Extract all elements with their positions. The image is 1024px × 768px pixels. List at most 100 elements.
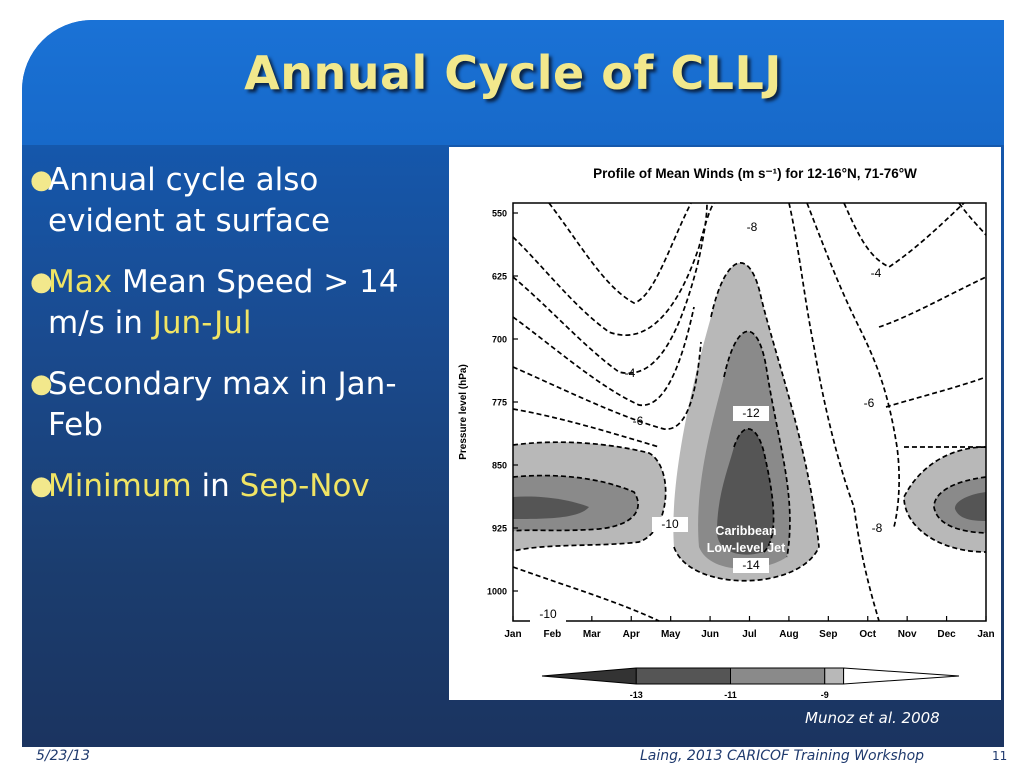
bullet-text: Secondary max in Jan-Feb [48, 366, 397, 443]
bullet-item: ● Annual cycle also evident at surface [30, 160, 430, 242]
shaded-region-dark [717, 428, 774, 555]
title-band [22, 20, 1004, 145]
annotation-text: Caribbean [715, 524, 776, 538]
x-tick-label: Oct [859, 629, 876, 640]
contour-line [512, 408, 660, 448]
contour-line [512, 306, 695, 406]
contour-line [885, 376, 987, 408]
x-tick-label: Jul [742, 629, 757, 640]
bullet-text: Mean Speed > 14 m/s in [48, 264, 399, 341]
colorbar-label: -9 [821, 690, 829, 700]
bullet-text: in [191, 468, 240, 504]
colorbar-label: -11 [724, 690, 737, 700]
contour-line [788, 202, 880, 622]
contour-label: -4 [625, 366, 636, 380]
y-tick-label: 925 [492, 524, 507, 534]
contour-line [512, 202, 708, 375]
citation: Munoz et al. 2008 [805, 709, 940, 727]
bullet-item: ● Minimum in Sep-Nov [30, 466, 430, 507]
x-tick-label: Jan [504, 629, 521, 640]
footer-page-number: 11 [992, 749, 1008, 763]
x-tick-label: Jun [701, 629, 719, 640]
shaded-region-dark [513, 496, 589, 519]
bullet-highlight-text: Jun-Jul [152, 305, 252, 341]
colorbar-segment [730, 667, 826, 685]
bullet-dot-icon: ● [30, 369, 53, 399]
contour-label: -6 [633, 414, 644, 428]
bullet-item: ● Max Mean Speed > 14 m/s in Jun-Jul [30, 262, 430, 344]
colorbar-segment [824, 667, 845, 685]
contour-line [958, 202, 987, 236]
contour-label-box [530, 607, 566, 622]
bullet-list: ● Annual cycle also evident at surface ● Ma… [30, 160, 430, 527]
contour-label: -10 [661, 517, 679, 531]
contour-label: -12 [742, 406, 760, 420]
contour-line [548, 202, 692, 304]
y-tick-label: 775 [492, 398, 507, 408]
colorbar: -13 -11 -9 [541, 667, 960, 700]
y-tick-label: 550 [492, 209, 507, 219]
contour-line [673, 546, 820, 582]
x-tick-label: Apr [623, 629, 640, 640]
bullet-text: Annual cycle also evident at surface [48, 162, 331, 239]
contour-line [512, 474, 639, 532]
chart-title: Profile of Mean Winds (m s⁻¹) for 12-16°… [593, 166, 917, 181]
contour-line [710, 262, 820, 548]
y-tick-label: 1000 [487, 587, 507, 597]
footer-date: 5/23/13 [36, 748, 90, 764]
contour-line [903, 446, 987, 553]
contour-line [843, 202, 965, 268]
contour-lines [512, 202, 987, 622]
y-axis-label: Pressure level (hPa) [458, 364, 469, 460]
wind-profile-figure: Profile of Mean Winds (m s⁻¹) for 12-16°… [449, 147, 1001, 700]
y-tick-label: 700 [492, 335, 507, 345]
x-tick-label: Nov [898, 629, 917, 640]
bullet-dot-icon: ● [30, 267, 53, 297]
contour-labels: -4 -4 -6 -6 -8 -8 -10 -10 -12 -14 [530, 220, 883, 622]
contour-line [512, 202, 715, 336]
y-tick-label: 625 [492, 272, 507, 282]
bullet-highlight-text: Max [48, 264, 113, 300]
x-tick-label: Jan [977, 629, 994, 640]
contour-line [933, 476, 987, 534]
bullet-dot-icon: ● [30, 471, 53, 501]
bullet-dot-icon: ● [30, 165, 53, 195]
colorbar-segment [635, 667, 731, 685]
x-tick-label: Dec [937, 629, 956, 640]
contour-line [512, 441, 667, 552]
contour-line [723, 330, 791, 558]
x-tick-label: May [661, 629, 681, 640]
contour-label: -14 [742, 558, 760, 572]
bullet-highlight-text: Sep-Nov [239, 468, 370, 504]
contour-label-box [733, 406, 769, 421]
contour-chart: Profile of Mean Winds (m s⁻¹) for 12-16°… [458, 166, 995, 700]
contour-line [512, 566, 660, 622]
x-tick-label: Mar [583, 629, 601, 640]
contour-label-box [652, 517, 688, 532]
contour-line [878, 276, 987, 328]
x-tick-label: Sep [819, 629, 837, 640]
colorbar-segment [541, 667, 637, 685]
shaded-region-dark [954, 492, 986, 521]
contour-line [512, 341, 702, 430]
x-tick-label: Aug [779, 629, 798, 640]
bullet-item: ● Secondary max in Jan-Feb [30, 364, 430, 446]
contour-label: -8 [747, 220, 758, 234]
contour-line [733, 428, 775, 553]
contour-label: -10 [539, 607, 557, 621]
y-tick-label: 850 [492, 461, 507, 471]
x-tick-label: Feb [544, 629, 562, 640]
annotations: Caribbean Low-level Jet [707, 524, 786, 555]
contour-label: -8 [872, 521, 883, 535]
bullet-highlight-text: Minimum [48, 468, 192, 504]
slide-title: Annual Cycle of CLLJ [244, 46, 782, 100]
contour-label: -4 [871, 266, 882, 280]
colorbar-segment [843, 667, 960, 685]
contour-label-box [733, 558, 769, 573]
colorbar-label: -13 [630, 690, 643, 700]
contour-line [806, 202, 900, 528]
x-axis-ticks: Jan Feb Mar Apr May Jun Jul Aug Sep Oct Nov Dec Jan [504, 616, 995, 640]
footer-title: Laing, 2013 CARICOF Training Workshop [640, 748, 925, 764]
shaded-regions [513, 262, 986, 581]
annotation-text: Low-level Jet [707, 541, 786, 555]
